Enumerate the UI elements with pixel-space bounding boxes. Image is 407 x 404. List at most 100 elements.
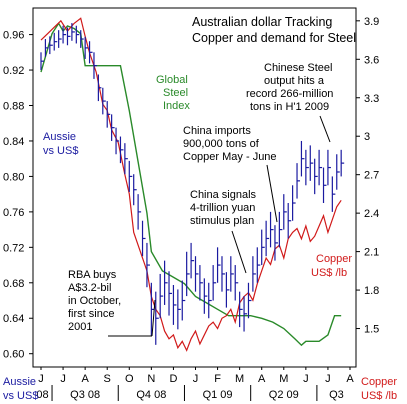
annotation-stimulus-line-3: stimulus plan xyxy=(190,215,254,227)
month-label: J xyxy=(325,373,331,385)
aussie-bar xyxy=(141,220,146,257)
left-axis-label-line-1: Aussie xyxy=(3,376,36,388)
aussie-bar xyxy=(172,285,177,325)
aussie-bar xyxy=(296,163,301,199)
annotation-steel-output-line-3: record 266-million xyxy=(246,88,333,100)
annotation-steel-output-line-2: output hits a xyxy=(264,75,325,87)
left-tick-label: 0.92 xyxy=(3,65,24,77)
aussie-bar xyxy=(71,23,75,41)
aussie-bar xyxy=(230,256,234,292)
month-label: J xyxy=(193,373,199,385)
aussie-bar xyxy=(111,114,115,141)
aussie-bar xyxy=(265,220,270,257)
right-axis-ticks: 3.9 3.6 3.3 3 2.7 2.4 2.1 1.8 1.5 xyxy=(356,16,379,336)
aussie-bar xyxy=(62,25,67,44)
month-label: M xyxy=(235,373,244,385)
left-tick-label: 0.88 xyxy=(3,101,24,113)
aussie-bar xyxy=(300,140,305,177)
month-label: S xyxy=(104,373,111,385)
aussie-bar xyxy=(216,247,221,283)
aussie-label-line-1: Aussie xyxy=(43,131,76,143)
left-axis-label-line-2: vs US$ xyxy=(3,390,38,402)
copper-line xyxy=(40,17,342,352)
pointer-steel-output xyxy=(319,115,331,143)
left-tick-label: 0.60 xyxy=(3,349,24,361)
aussie-bar xyxy=(119,136,124,164)
annotation-rba-line-5: 2001 xyxy=(68,321,92,333)
annotation-copper-imports-line-3: Copper May - June xyxy=(183,151,277,163)
right-tick-label: 1.8 xyxy=(364,285,379,297)
aussie-bar xyxy=(146,242,150,288)
left-tick-label: 0.64 xyxy=(3,313,24,325)
aussie-bar xyxy=(314,158,318,195)
aussie-bar xyxy=(44,39,49,57)
aussie-bar xyxy=(177,289,181,330)
x-axis: J J A S O N D J F M A M J J A 08 Q3 08 Q4 08 Q1 09 Q2 09 Q3 xyxy=(36,367,354,401)
right-tick-label: 3 xyxy=(364,131,370,143)
quarter-label: 08 xyxy=(36,389,48,401)
annotation-rba-line-1: RBA buys xyxy=(68,269,117,281)
aussie-bar xyxy=(199,265,203,301)
annotation-copper-imports-line-1: China imports xyxy=(183,125,251,137)
aussie-bar xyxy=(66,27,71,46)
aussie-bar xyxy=(75,25,80,44)
quarter-label: Q4 08 xyxy=(136,389,166,401)
right-tick-label: 1.5 xyxy=(364,324,379,336)
quarter-label: Q2 09 xyxy=(269,389,299,401)
aussie-bar xyxy=(58,30,62,48)
aussie-bar xyxy=(287,203,292,239)
aussie-bar xyxy=(194,256,199,292)
aussie-bar xyxy=(212,265,217,301)
aussie-bar xyxy=(93,52,97,79)
aussie-bar xyxy=(102,87,106,115)
aussie-bar xyxy=(239,291,243,328)
aussie-bar xyxy=(190,242,195,279)
aussie-bar xyxy=(133,174,137,206)
left-tick-label: 0.84 xyxy=(3,136,24,148)
aussie-bar xyxy=(53,32,58,51)
pointer-copper-imports xyxy=(266,164,278,223)
left-axis-ticks: 0.96 0.92 0.88 0.84 0.80 0.76 0.72 0.68 0.64 0.60 xyxy=(3,30,33,361)
aussie-bar xyxy=(274,225,278,261)
annotation-steel-output-line-4: tons in H'1 2009 xyxy=(250,101,329,113)
aussie-bar xyxy=(252,256,256,292)
month-label: F xyxy=(214,373,221,385)
aussie-bar xyxy=(137,194,142,230)
aussie-bar xyxy=(247,282,252,319)
steel-label-line-3: Index xyxy=(163,100,190,112)
aussie-bar xyxy=(283,194,287,230)
aussie-bar xyxy=(234,265,239,301)
steel-label-line-2: Steel xyxy=(163,87,188,99)
aussie-bar xyxy=(155,291,159,345)
left-tick-label: 0.72 xyxy=(3,242,24,254)
aussie-bar xyxy=(124,143,128,175)
aussie-bar xyxy=(80,30,84,48)
aussie-label-line-2: vs US$ xyxy=(43,145,78,157)
left-tick-label: 0.68 xyxy=(3,278,24,290)
aussie-bar xyxy=(40,52,44,71)
quarter-label: Q1 09 xyxy=(203,389,233,401)
right-tick-label: 3.6 xyxy=(364,54,379,66)
aussie-bar xyxy=(203,278,208,314)
aussie-bar xyxy=(309,145,314,181)
aussie-bar xyxy=(340,149,345,177)
right-tick-label: 2.1 xyxy=(364,247,379,259)
annotation-stimulus-line-1: China signals xyxy=(190,189,257,201)
aussie-bar xyxy=(256,247,261,283)
left-tick-label: 0.96 xyxy=(3,30,24,42)
aussie-bar xyxy=(84,36,89,59)
right-tick-label: 3.9 xyxy=(364,16,379,28)
aussie-bar xyxy=(128,160,133,192)
month-label: J xyxy=(60,373,66,385)
aussie-bar xyxy=(115,127,120,155)
annotation-copper-imports-line-2: 900,000 tons of xyxy=(183,138,260,150)
month-label: D xyxy=(169,373,177,385)
plot-area xyxy=(32,7,357,368)
month-label: J xyxy=(303,373,309,385)
aussie-bar xyxy=(243,296,248,332)
right-tick-label: 3.3 xyxy=(364,93,379,105)
aussie-bar xyxy=(225,272,230,308)
month-label: A xyxy=(258,373,266,385)
month-label: A xyxy=(81,373,89,385)
